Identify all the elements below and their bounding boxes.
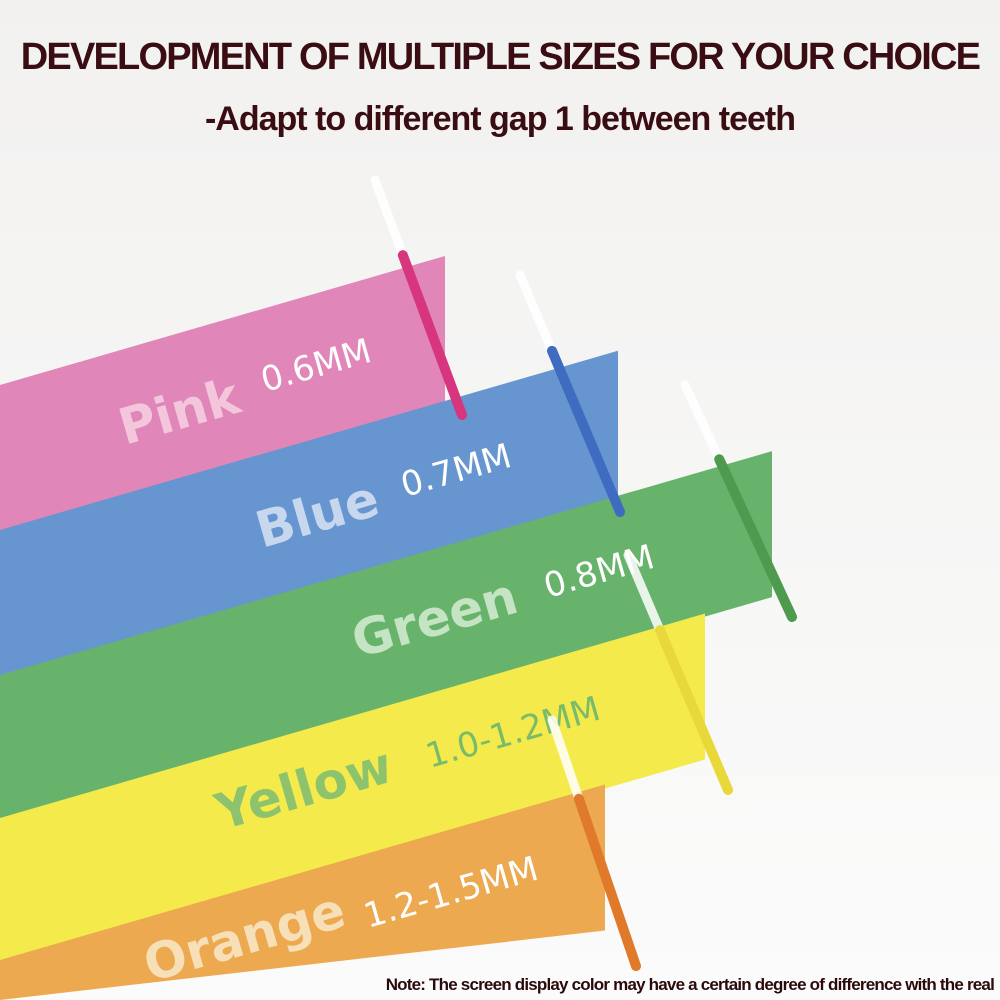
interdental-brush-blue — [547, 345, 625, 517]
page-subtitle: -Adapt to different gap 1 between teeth — [204, 100, 796, 138]
band-green — [0, 451, 772, 821]
interdental-brush-pink — [397, 250, 467, 420]
brush-bristle-green — [680, 380, 724, 464]
page-title: DEVELOPMENT OF MULTIPLE SIZES FOR YOUR C… — [20, 36, 981, 78]
interdental-brush-green — [714, 454, 797, 622]
band-pink — [0, 255, 445, 531]
band-orange — [0, 784, 605, 1000]
brush-bristle-orange — [547, 715, 584, 804]
interdental-brush-yellow — [655, 625, 733, 795]
band-yellow — [0, 613, 705, 964]
band-blue — [0, 350, 618, 676]
brush-bristle-blue — [515, 270, 557, 356]
interdental-brush-orange — [573, 793, 641, 971]
color-disclaimer-note: Note: The screen display color may have … — [385, 975, 995, 994]
brush-bristle-pink — [370, 175, 408, 260]
brush-bristle-yellow — [623, 550, 665, 635]
